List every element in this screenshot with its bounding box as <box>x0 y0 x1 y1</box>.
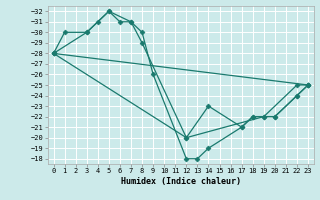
X-axis label: Humidex (Indice chaleur): Humidex (Indice chaleur) <box>121 177 241 186</box>
